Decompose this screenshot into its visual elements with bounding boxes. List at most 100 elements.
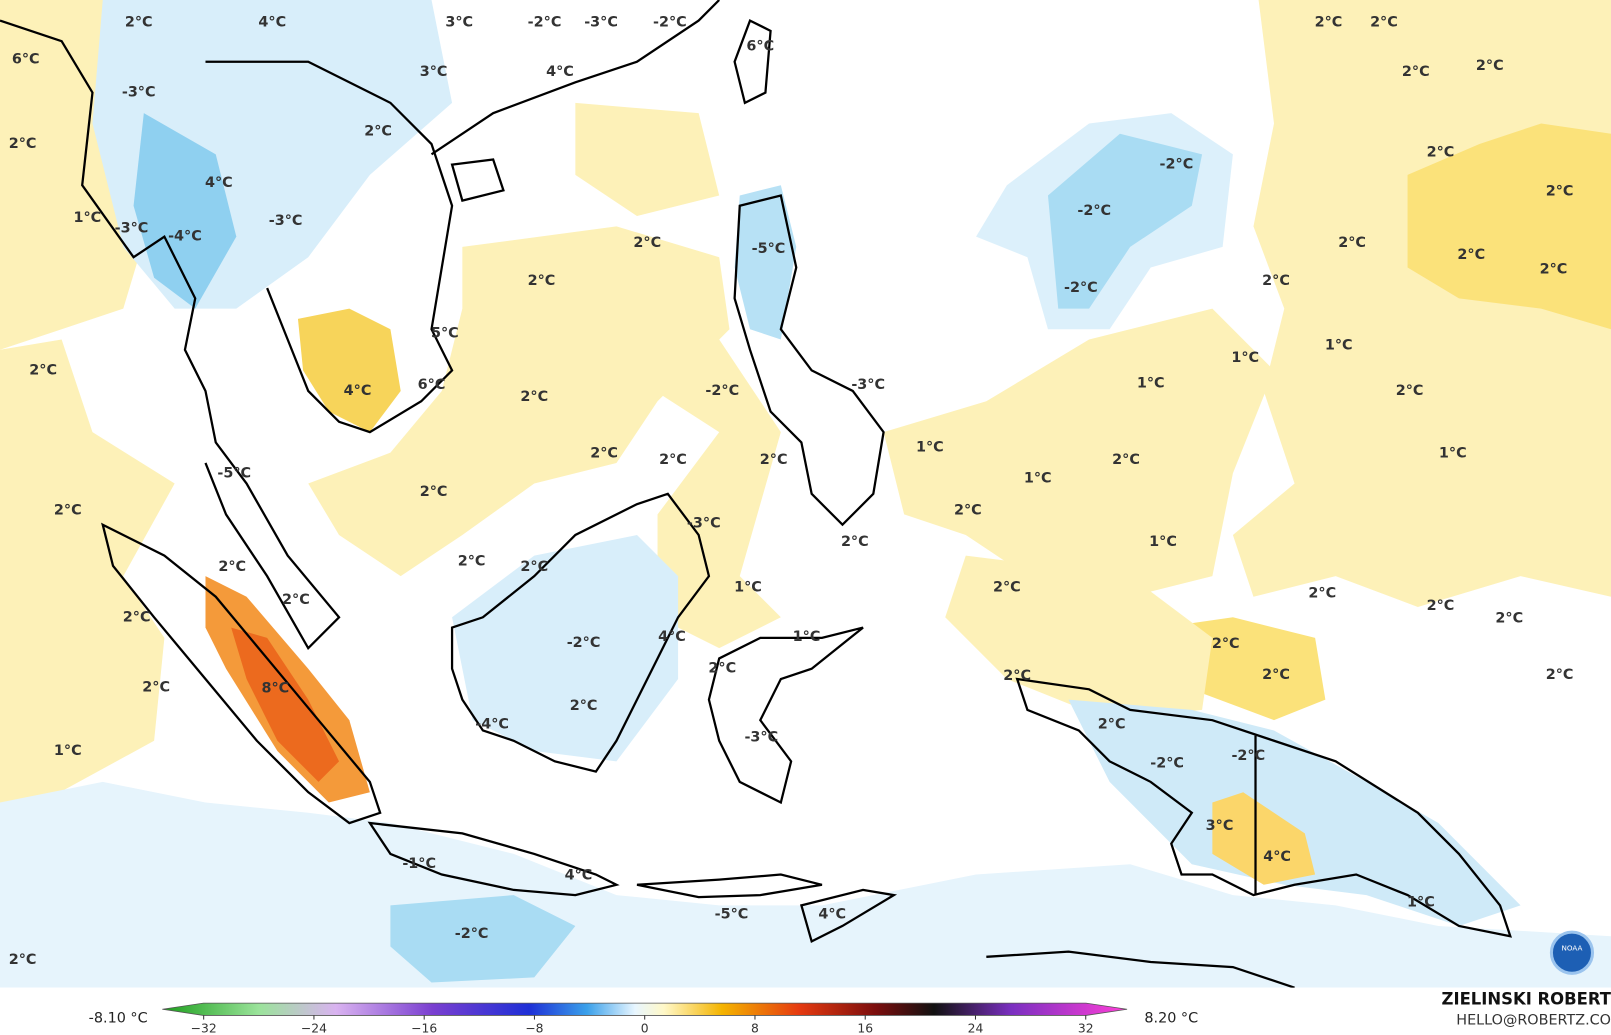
temperature-label: -3°C: [269, 213, 303, 229]
temperature-label: -1°C: [402, 856, 436, 872]
temperature-label: -3°C: [687, 516, 721, 532]
temperature-label: 4°C: [1263, 849, 1291, 865]
temperature-label: 2°C: [364, 124, 392, 140]
temperature-label: 2°C: [1308, 586, 1336, 602]
temperature-label: 2°C: [1098, 716, 1126, 732]
colorbar: −32 −24 −16 −8 0 8 16 24 32: [162, 1002, 1128, 1035]
temperature-label: 2°C: [633, 235, 661, 251]
temperature-label: 1°C: [1325, 338, 1353, 354]
temperature-label: -3°C: [744, 730, 778, 746]
temperature-label: 4°C: [205, 175, 233, 191]
temperature-label: -2°C: [1160, 157, 1194, 173]
colorbar-tick-label: 24: [968, 1021, 984, 1035]
temperature-label: 1°C: [73, 210, 101, 226]
temperature-label: 3°C: [1206, 818, 1234, 834]
temperature-label: 1°C: [1231, 350, 1259, 366]
temperature-label: 2°C: [54, 502, 82, 518]
temperature-label: 2°C: [1427, 144, 1455, 160]
temperature-label: 2°C: [1262, 667, 1290, 683]
colorbar-min-label: -8.10 °C: [89, 1011, 148, 1027]
temperature-label: -5°C: [715, 907, 749, 923]
temperature-label: 1°C: [793, 629, 821, 645]
temperature-label: 2°C: [282, 592, 310, 608]
temperature-label: 2°C: [1396, 383, 1424, 399]
temperature-label: -2°C: [1150, 755, 1184, 771]
temperature-label: 2°C: [993, 579, 1021, 595]
temperature-label: 2°C: [1262, 273, 1290, 289]
temperature-label: 2°C: [520, 559, 548, 575]
noaa-logo: [1549, 930, 1595, 975]
temperature-label: 2°C: [218, 559, 246, 575]
temperature-label: 2°C: [528, 273, 556, 289]
temperature-label: 4°C: [344, 383, 372, 399]
credit-email: HELLO@ROBERTZ.CO: [1456, 1013, 1611, 1029]
temperature-label: 2°C: [9, 952, 37, 968]
temperature-label: 2°C: [1315, 15, 1343, 31]
temperature-label: 2°C: [659, 452, 687, 468]
temperature-label: 2°C: [570, 698, 598, 714]
temperature-label: 2°C: [1003, 668, 1031, 684]
temperature-label: 2°C: [142, 679, 170, 695]
colorbar-tick-label: 8: [751, 1021, 759, 1035]
temperature-label: -3°C: [851, 377, 885, 393]
temperature-label: 6°C: [746, 38, 774, 54]
temperature-label: 4°C: [258, 15, 286, 31]
temperature-label: 2°C: [1338, 235, 1366, 251]
temperature-label: 2°C: [1212, 636, 1240, 652]
temperature-label: 4°C: [818, 907, 846, 923]
temperature-label: 3°C: [445, 15, 473, 31]
temperature-label: -2°C: [653, 15, 687, 31]
colorbar-tick-label: 16: [857, 1021, 873, 1035]
temperature-label: 2°C: [1457, 247, 1485, 263]
colorbar-bar: [162, 1002, 1128, 1016]
temperature-label: 2°C: [420, 484, 448, 500]
temperature-label: -4°C: [475, 716, 509, 732]
colorbar-tick-label: −24: [301, 1021, 327, 1035]
temperature-label: 2°C: [123, 609, 151, 625]
temperature-label: 2°C: [29, 362, 57, 378]
credit-name: ZIELINSKI ROBERT: [1442, 990, 1611, 1009]
anomaly-fields: [0, 0, 1611, 988]
temperature-label: -3°C: [115, 220, 149, 236]
temperature-label: 2°C: [590, 446, 618, 462]
colorbar-tick-label: 32: [1078, 1021, 1094, 1035]
temperature-label: 2°C: [1540, 262, 1568, 278]
temperature-label: 1°C: [734, 579, 762, 595]
temperature-label: 1°C: [54, 743, 82, 759]
colorbar-tick-label: −16: [411, 1021, 437, 1035]
temperature-label: -2°C: [705, 383, 739, 399]
temperature-label: 2°C: [954, 502, 982, 518]
noaa-logo-text: NOAA: [1561, 944, 1582, 953]
temperature-label: 2°C: [1427, 598, 1455, 614]
temperature-label: 2°C: [1370, 15, 1398, 31]
temperature-label: 2°C: [1546, 183, 1574, 199]
temperature-label: 2°C: [1402, 64, 1430, 80]
temperature-label: -2°C: [567, 635, 601, 651]
temperature-label: 1°C: [1439, 446, 1467, 462]
temperature-label: 2°C: [1112, 452, 1140, 468]
temperature-label: 2°C: [125, 15, 153, 31]
temperature-label: 6°C: [418, 377, 446, 393]
temperature-label: 5°C: [431, 325, 459, 341]
temperature-label: -3°C: [122, 85, 156, 101]
temperature-label: 8°C: [261, 680, 289, 696]
colorbar-tick-label: 0: [641, 1021, 649, 1035]
temperature-label: 3°C: [420, 64, 448, 80]
colorbar-tick-label: −32: [191, 1021, 217, 1035]
temperature-label: -2°C: [455, 926, 489, 942]
temperature-label: -2°C: [1064, 280, 1098, 296]
temperature-label: 2°C: [760, 452, 788, 468]
temperature-label: 1°C: [1024, 470, 1052, 486]
temperature-label: -5°C: [217, 465, 251, 481]
temperature-label: 1°C: [1137, 376, 1165, 392]
temperature-label: -2°C: [528, 15, 562, 31]
temperature-label: 2°C: [708, 661, 736, 677]
temperature-label: 1°C: [916, 440, 944, 456]
temperature-label: -3°C: [584, 15, 618, 31]
temperature-label: 6°C: [12, 52, 40, 68]
temperature-label: -2°C: [1077, 203, 1111, 219]
temperature-label: 2°C: [520, 389, 548, 405]
colorbar-max-label: 8.20 °C: [1144, 1011, 1198, 1027]
temperature-label: 4°C: [658, 629, 686, 645]
